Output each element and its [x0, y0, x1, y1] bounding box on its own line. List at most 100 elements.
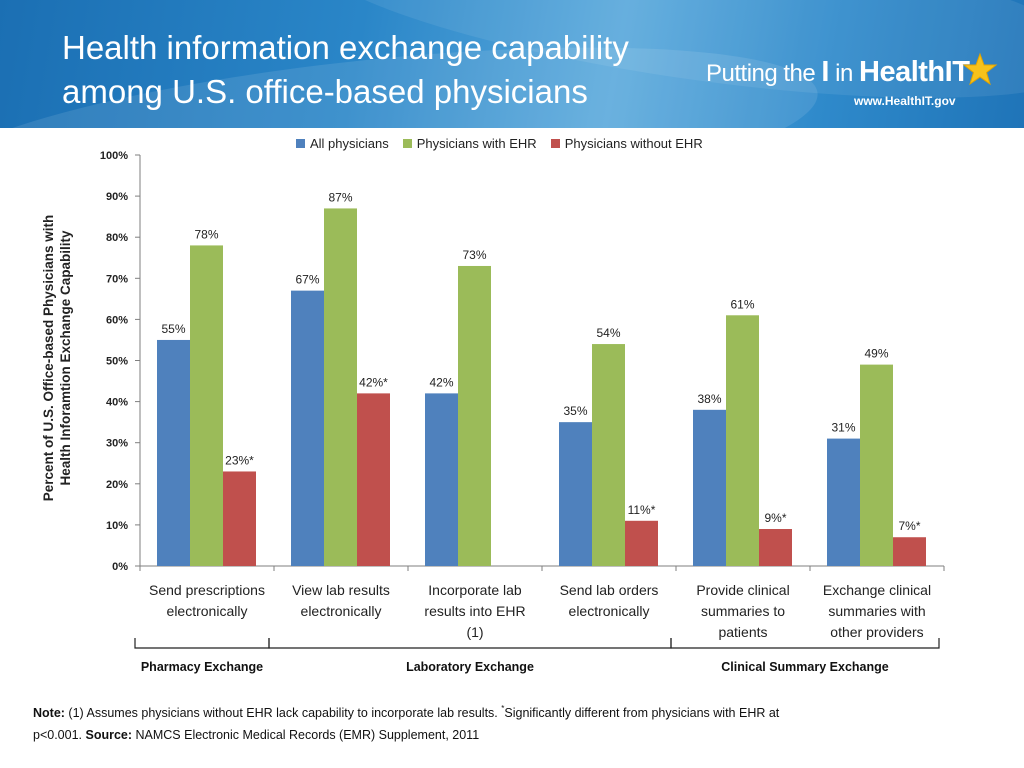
y-tick-label: 30%: [106, 438, 128, 450]
y-tick-label: 10%: [106, 520, 128, 532]
bar: [693, 409, 726, 566]
x-category-label-line: electronically: [166, 603, 248, 619]
data-label: 49%: [864, 347, 888, 361]
legend-label: All physicians: [310, 136, 389, 151]
legend-label: Physicians without EHR: [564, 136, 703, 151]
bar: [190, 245, 223, 567]
footnote: Note: (1) Assumes physicians without EHR…: [33, 698, 793, 746]
data-label: 61%: [730, 297, 754, 311]
y-tick-label: 90%: [106, 191, 128, 203]
bar: [559, 422, 592, 566]
x-category-label: Incorporate lab results into EHR (1): [410, 580, 540, 643]
source-label: Source:: [85, 728, 133, 742]
bar: [625, 520, 658, 566]
bar: [759, 529, 792, 566]
bar: [425, 393, 458, 566]
x-category-label-line: patients: [718, 624, 768, 640]
logo-text-i: I: [821, 56, 829, 88]
x-category-label-line: other providers: [830, 624, 924, 640]
bar: [157, 339, 190, 566]
y-tick-label: 0%: [112, 561, 128, 573]
data-label: 67%: [295, 273, 319, 287]
data-label: 42%: [429, 375, 453, 389]
data-label: 23%*: [225, 453, 254, 467]
group-label: Laboratory Exchange: [406, 660, 534, 674]
logo-wordmark: Putting the I in HealthIT: [706, 56, 970, 89]
x-category-label-line: summaries to: [700, 603, 786, 619]
group-bracket: [670, 638, 940, 649]
legend-label: Physicians with EHR: [416, 136, 537, 151]
bar: [324, 208, 357, 566]
significance-marker: *: [501, 704, 505, 713]
y-tick-label: 40%: [106, 397, 128, 409]
x-category-label-line: electronically: [300, 603, 382, 619]
x-category-label-line: (1): [466, 624, 484, 640]
x-category-label: Exchange clinical summaries with other pro…: [812, 580, 942, 643]
bar: [291, 290, 324, 566]
data-label: 38%: [697, 392, 721, 406]
x-category-label: Send prescriptions electronically: [142, 580, 272, 622]
group-label: Pharmacy Exchange: [140, 660, 264, 674]
logo-url: www.HealthIT.gov: [854, 94, 956, 108]
y-tick-label: 20%: [106, 479, 128, 491]
page-title: Health information exchange capability a…: [62, 26, 702, 114]
x-category-label: Provide clinical summaries to patients: [678, 580, 808, 643]
healthit-logo: Putting the I in HealthIT www.HealthIT.g…: [706, 52, 1006, 116]
legend-swatch: [550, 139, 560, 149]
y-tick-label: 50%: [106, 356, 128, 368]
x-category-label: Send lab orders electronically: [544, 580, 674, 622]
bar: [592, 344, 625, 566]
x-category-label-line: Exchange clinical: [822, 582, 932, 598]
x-category-label-line: Provide clinical: [696, 582, 790, 598]
bar: [726, 315, 759, 566]
data-label: 55%: [161, 322, 185, 336]
legend-item: Physicians with EHR: [402, 136, 537, 151]
y-tick-label: 80%: [106, 232, 128, 244]
bar: [223, 471, 256, 566]
x-category-label-line: electronically: [568, 603, 650, 619]
legend-item: All physicians: [296, 136, 389, 151]
data-label: 54%: [596, 326, 620, 340]
x-category-label-line: results into EHR: [424, 603, 526, 619]
x-category-label: View lab results electronically: [276, 580, 406, 622]
page-title-line: Health information exchange capability: [62, 29, 629, 66]
x-category-label-line: Send lab orders: [559, 582, 659, 598]
logo-text-in: in: [835, 60, 853, 87]
data-label: 11%*: [628, 503, 656, 517]
data-label: 87%: [328, 190, 352, 204]
bar: [458, 265, 491, 566]
data-label: 73%: [462, 248, 486, 262]
y-tick-label: 70%: [106, 273, 128, 285]
header-banner: Health information exchange capability a…: [0, 0, 1024, 128]
note-label: Note:: [33, 706, 65, 720]
note-text: (1) Assumes physicians without EHR lack …: [64, 706, 502, 720]
legend-swatch: [296, 139, 305, 149]
page-title-line: among U.S. office-based physicians: [62, 73, 588, 110]
x-category-label-line: Send prescriptions: [149, 582, 265, 598]
logo-text-prefix: Putting the: [706, 60, 816, 87]
bar: [357, 393, 390, 566]
logo-text-brand: HealthIT: [859, 56, 970, 88]
group-bracket: [134, 638, 270, 649]
legend-item: Physicians without EHR: [550, 136, 703, 151]
data-label: 35%: [563, 404, 587, 418]
group-label: Clinical Summary Exchange: [721, 660, 889, 674]
x-category-label-line: Incorporate lab: [428, 582, 522, 598]
y-tick-label: 100%: [100, 150, 128, 162]
bar: [827, 438, 860, 566]
y-tick-label: 60%: [106, 314, 128, 326]
significance-text: Significantly different from physicians …: [33, 706, 780, 742]
legend-swatch: [402, 139, 412, 149]
data-label: 9%*: [764, 511, 786, 525]
star-icon: [962, 52, 998, 86]
data-label: 7%*: [898, 519, 920, 533]
chart-legend: All physicians Physicians with EHR Physici…: [296, 136, 717, 158]
y-axis-label-line: Health Inforamtion Exchange Capability: [58, 230, 73, 486]
bar: [860, 364, 893, 566]
y-axis-label: Percent of U.S. Office-based Physicians …: [40, 208, 80, 508]
x-category-label-line: summaries with: [828, 603, 926, 619]
y-axis-label-line: Percent of U.S. Office-based Physicians …: [41, 214, 56, 502]
data-label: 78%: [194, 227, 218, 241]
bar: [893, 537, 926, 566]
